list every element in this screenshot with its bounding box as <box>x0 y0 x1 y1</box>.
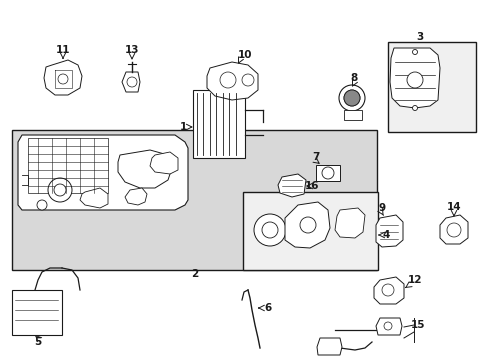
Circle shape <box>48 178 72 202</box>
Circle shape <box>242 74 253 86</box>
Circle shape <box>127 77 137 87</box>
Circle shape <box>58 74 68 84</box>
Circle shape <box>446 223 460 237</box>
Circle shape <box>383 322 391 330</box>
Circle shape <box>343 90 359 106</box>
Text: 15: 15 <box>410 320 425 330</box>
Circle shape <box>37 200 47 210</box>
Polygon shape <box>118 150 172 188</box>
Text: 2: 2 <box>191 269 198 279</box>
Circle shape <box>412 50 417 54</box>
Polygon shape <box>80 188 108 208</box>
Polygon shape <box>285 202 329 248</box>
Text: 16: 16 <box>304 181 319 191</box>
Polygon shape <box>334 208 364 238</box>
Text: 4: 4 <box>382 230 389 240</box>
Polygon shape <box>44 60 82 95</box>
Polygon shape <box>125 188 147 205</box>
Circle shape <box>406 72 422 88</box>
Polygon shape <box>375 215 402 247</box>
Polygon shape <box>316 338 341 355</box>
Circle shape <box>343 90 359 106</box>
Polygon shape <box>373 277 403 304</box>
Polygon shape <box>18 135 187 210</box>
Bar <box>28 138 108 193</box>
Circle shape <box>321 167 333 179</box>
Text: 11: 11 <box>56 45 70 55</box>
Bar <box>12 290 62 335</box>
Polygon shape <box>278 174 305 197</box>
Circle shape <box>412 105 417 111</box>
Text: 14: 14 <box>446 202 460 212</box>
Text: 10: 10 <box>237 50 252 60</box>
Text: 1: 1 <box>179 122 186 132</box>
Circle shape <box>381 284 393 296</box>
Polygon shape <box>206 62 258 100</box>
Bar <box>387 42 475 132</box>
Polygon shape <box>150 152 178 174</box>
Text: 12: 12 <box>407 275 421 285</box>
Text: 8: 8 <box>350 73 357 83</box>
Bar <box>12 130 376 270</box>
Bar <box>343 110 361 120</box>
Text: 13: 13 <box>124 45 139 55</box>
Bar <box>193 90 244 158</box>
Circle shape <box>220 72 236 88</box>
Text: 9: 9 <box>378 203 385 213</box>
Bar <box>315 165 339 181</box>
Polygon shape <box>439 215 467 244</box>
Circle shape <box>338 85 364 111</box>
Circle shape <box>54 184 66 196</box>
Circle shape <box>253 214 285 246</box>
Bar <box>243 192 377 270</box>
Text: 6: 6 <box>264 303 271 313</box>
Circle shape <box>262 222 278 238</box>
Polygon shape <box>375 318 401 335</box>
Polygon shape <box>122 72 140 92</box>
Text: 7: 7 <box>312 152 319 162</box>
Circle shape <box>299 217 315 233</box>
Text: 3: 3 <box>415 32 423 42</box>
Polygon shape <box>389 48 439 108</box>
Text: 5: 5 <box>34 337 41 347</box>
